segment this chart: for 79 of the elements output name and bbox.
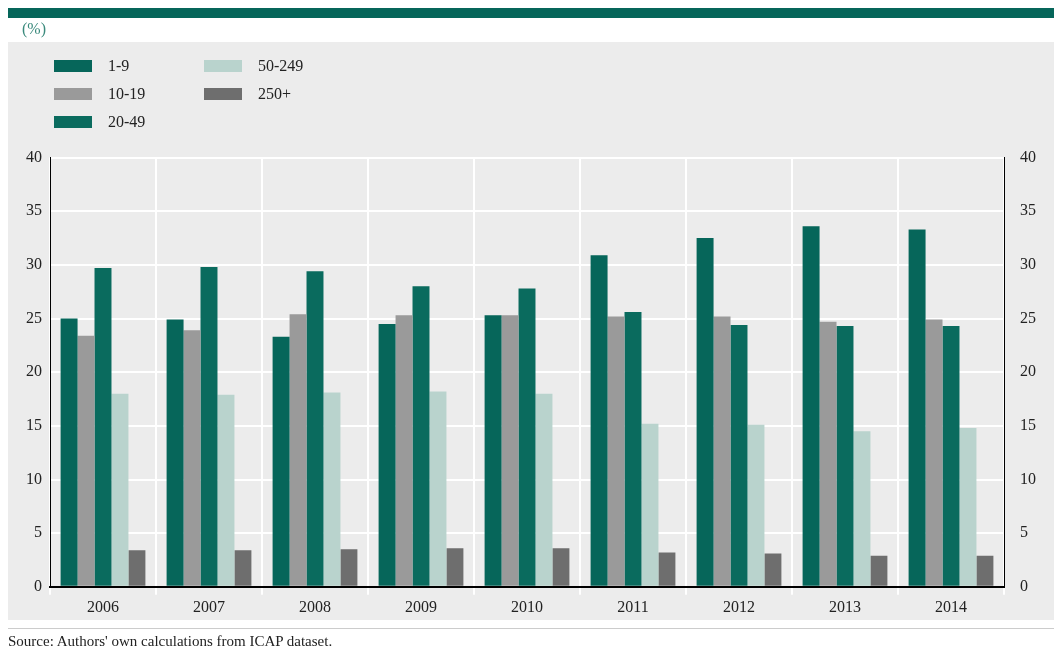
bar: [484, 315, 502, 586]
bar: [802, 226, 820, 586]
x-tick-label: 2010: [511, 597, 543, 615]
bar: [976, 555, 994, 586]
text: (%): [21, 19, 47, 40]
y2-tick-label: 35: [1020, 201, 1036, 219]
legend-label: 50-249: [258, 57, 304, 75]
y-tick-label: 0: [34, 577, 42, 594]
bar: [908, 229, 926, 586]
y2-tick-label: 40: [1020, 147, 1036, 165]
y-tick-label: 5: [34, 523, 42, 541]
y2-tick-label: 15: [1020, 416, 1036, 434]
y-tick-label: 20: [26, 362, 42, 380]
x-tick-label: 2013: [829, 597, 861, 615]
bar: [429, 391, 447, 586]
bar: [624, 312, 642, 586]
legend-label: 20-49: [108, 113, 146, 131]
bar: [696, 238, 714, 586]
bar: [518, 288, 536, 586]
bar: [412, 286, 430, 586]
y2-tick-label: 10: [1020, 469, 1036, 487]
y-tick-label: 40: [26, 147, 42, 165]
bar: [395, 315, 413, 586]
bar: [764, 553, 782, 586]
x-tick-label: 2008: [299, 597, 331, 615]
bar: [446, 548, 464, 586]
bar: [552, 548, 570, 586]
y2-tick-label: 25: [1020, 308, 1036, 326]
bar: [60, 318, 78, 586]
x-tick-label: 2007: [193, 597, 225, 615]
bar: [340, 549, 358, 586]
bar: [94, 268, 112, 586]
bar: [217, 394, 235, 586]
bar: [853, 431, 871, 586]
bar: [925, 319, 943, 586]
bar: [870, 555, 888, 586]
bar: [166, 319, 184, 586]
bar: [378, 323, 396, 586]
bar: [730, 324, 748, 586]
bar: [959, 428, 977, 586]
x-tick-label: 2012: [723, 597, 755, 615]
bar: [111, 393, 129, 586]
bar: [641, 423, 659, 586]
y-tick-label: 15: [26, 416, 42, 434]
x-tick-label: 2014: [935, 597, 967, 615]
y2-tick-label: 20: [1020, 362, 1036, 380]
y2-tick-label: 0: [1020, 577, 1028, 594]
source-note: Source: Authors' own calculations from ICAP dataset.: [8, 629, 1054, 650]
x-tick-label: 2006: [87, 597, 119, 615]
x-tick-label: 2011: [617, 597, 649, 615]
bar: [501, 315, 519, 586]
bar: [836, 326, 854, 586]
bar: [535, 393, 553, 586]
bar: [323, 392, 341, 586]
y-tick-label: 25: [26, 308, 42, 326]
legend-label: 10-19: [108, 85, 146, 103]
bar: [747, 424, 765, 586]
bar: [819, 321, 837, 586]
bar: [942, 326, 960, 586]
y2-tick-label: 30: [1020, 255, 1036, 273]
bar: [713, 316, 731, 586]
bar: [200, 267, 218, 586]
y-tick-label: 35: [26, 201, 42, 219]
bar: [289, 314, 307, 586]
legend-label: 250+: [258, 85, 292, 103]
x-tick-label: 2009: [405, 597, 437, 615]
bar: [590, 255, 608, 586]
bar: [658, 552, 676, 586]
bar: [128, 550, 146, 586]
y-tick-label: 30: [26, 255, 42, 273]
bar: [607, 316, 625, 586]
bar: [306, 271, 324, 586]
bar: [77, 335, 95, 586]
bar: [234, 550, 252, 586]
legend-label: 1-9: [108, 57, 130, 75]
bar: [272, 336, 290, 586]
bar: [183, 330, 201, 586]
y2-tick-label: 5: [1020, 523, 1028, 541]
y-tick-label: 10: [26, 469, 42, 487]
